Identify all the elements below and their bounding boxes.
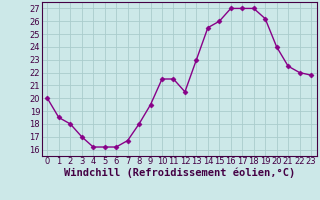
- X-axis label: Windchill (Refroidissement éolien,°C): Windchill (Refroidissement éolien,°C): [64, 168, 295, 178]
